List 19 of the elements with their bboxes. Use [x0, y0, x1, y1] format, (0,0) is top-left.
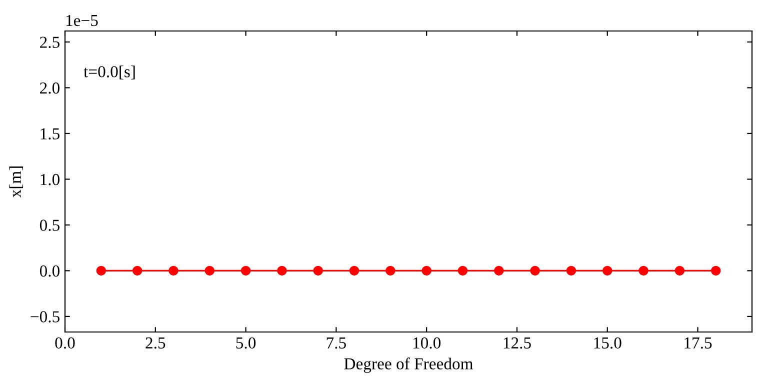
x-tick-label: 12.5 — [504, 337, 531, 349]
y-tick-label: 1.0 — [40, 174, 60, 186]
x-tick-label: 10.0 — [413, 337, 441, 349]
x-tick-label: 0.0 — [55, 337, 75, 349]
y-tick-label: −0.5 — [30, 311, 60, 322]
annotation: t=0.0[s] — [84, 66, 135, 80]
x-tick-label: 17.5 — [684, 337, 712, 349]
y-tick-label: 2.0 — [40, 82, 60, 94]
x-tick-label: 7.5 — [326, 338, 346, 349]
x-tick-label: 2.5 — [146, 337, 166, 349]
x-axis-title: Degree of Freedom — [344, 358, 474, 373]
y-tick-label: 1.5 — [40, 128, 60, 140]
y-tick-label: 2.5 — [40, 36, 60, 48]
y-axis-title: x[m] — [9, 166, 24, 198]
text: 1e−5 — [66, 14, 98, 26]
x-tick-label: 5.0 — [236, 337, 256, 349]
y-tick-label: 0.0 — [40, 265, 60, 277]
x-tick-label: 15.0 — [594, 337, 622, 349]
y-tick-label: 0.5 — [40, 220, 60, 231]
